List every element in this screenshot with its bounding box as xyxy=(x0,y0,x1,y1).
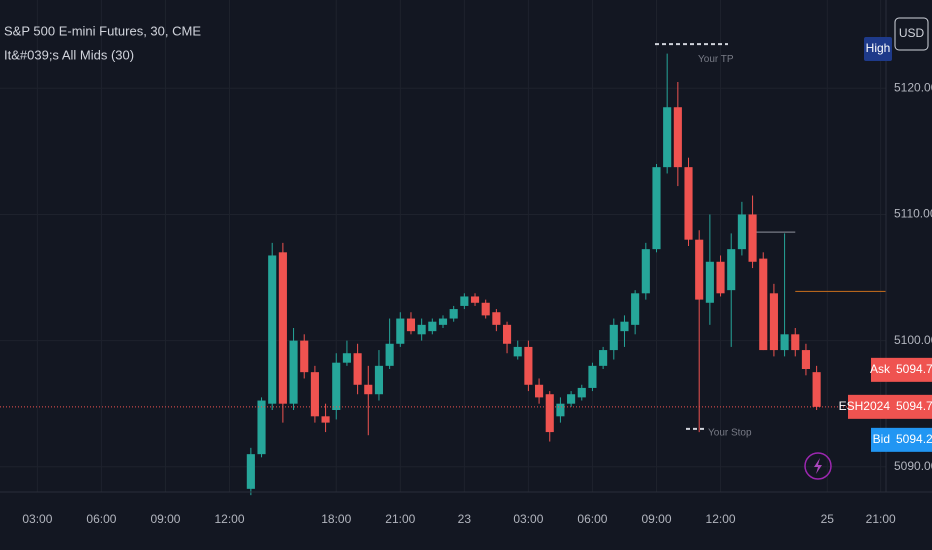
candle-body xyxy=(577,387,586,398)
candle-body xyxy=(716,261,725,294)
candle-body xyxy=(567,394,576,404)
candle-body xyxy=(588,365,597,388)
candle-body xyxy=(641,249,650,294)
price-tag-bg xyxy=(893,357,932,382)
x-tick-label: 03:00 xyxy=(22,512,52,526)
indicator-name: It&#039;s All Mids (30) xyxy=(4,47,134,62)
x-tick-label: 23 xyxy=(458,512,472,526)
x-tick-label: 12:00 xyxy=(214,512,244,526)
x-tick-label: 09:00 xyxy=(150,512,180,526)
alert-bolt[interactable] xyxy=(814,458,822,474)
candle-body xyxy=(246,454,255,489)
x-tick-label: 12:00 xyxy=(706,512,736,526)
candle-body xyxy=(620,321,629,332)
candle-body xyxy=(513,346,522,357)
candle-body xyxy=(801,350,810,369)
candle-body xyxy=(737,214,746,250)
price-tag-name-bg xyxy=(871,427,893,452)
candle-body xyxy=(364,384,373,395)
price-axis-bg xyxy=(886,0,932,550)
candle-body xyxy=(556,403,565,417)
candle-body xyxy=(481,302,490,316)
candle-body xyxy=(695,239,704,300)
annotation-label: Your TP xyxy=(698,54,734,65)
candle-body xyxy=(460,296,469,306)
currency-label[interactable]: USD xyxy=(899,26,925,40)
price-tag-name-bg xyxy=(848,394,893,419)
candle-body xyxy=(759,258,768,351)
candle-body xyxy=(545,394,554,433)
candle-body xyxy=(652,167,661,250)
candle-body xyxy=(502,324,512,344)
candle-body xyxy=(780,334,789,351)
candle-body xyxy=(438,318,448,325)
price-tag-value: 5094.75 xyxy=(896,362,932,376)
x-tick-label: 18:00 xyxy=(321,512,351,526)
x-tick-label: 21:00 xyxy=(866,512,896,526)
candle-body xyxy=(268,255,277,404)
candle-body xyxy=(332,362,341,410)
price-tag-name: Ask xyxy=(870,362,891,376)
candle-body xyxy=(321,416,330,423)
candle-body xyxy=(609,324,618,351)
plot-area: Your TP Your Stop xyxy=(0,0,886,496)
candle-body xyxy=(374,365,384,395)
candle-body xyxy=(769,293,778,351)
candle-body xyxy=(428,321,437,332)
candle-body xyxy=(748,214,757,262)
candle-body xyxy=(396,318,405,344)
price-tag-name: Bid xyxy=(873,432,890,446)
candle-body xyxy=(353,353,362,385)
candle-body xyxy=(705,261,714,303)
candle-body xyxy=(663,107,672,168)
candle-body xyxy=(535,384,544,398)
candle-body xyxy=(599,350,608,366)
candle-body xyxy=(310,372,319,417)
candle-body xyxy=(524,346,533,385)
price-tag-bg xyxy=(893,427,932,452)
candle-body xyxy=(470,296,480,303)
candle-body xyxy=(684,167,693,240)
candle-body xyxy=(289,340,298,404)
y-tick-label: 5120.00 xyxy=(894,80,932,94)
candle-body xyxy=(727,249,736,291)
high-badge xyxy=(864,37,892,61)
y-tick-label: 5090.00 xyxy=(894,459,932,473)
price-tag-value: 5094.25 xyxy=(896,432,932,446)
currency-button[interactable] xyxy=(894,17,929,51)
price-tag-bg xyxy=(893,394,932,419)
x-tick-label: 03:00 xyxy=(513,512,543,526)
candle-body xyxy=(673,107,682,168)
x-tick-label: 06:00 xyxy=(86,512,116,526)
y-tick-label: 5100.00 xyxy=(894,333,932,347)
high-badge-label: High xyxy=(866,41,891,55)
alert-icon[interactable] xyxy=(804,452,832,480)
price-tag-name: ESH2024 xyxy=(839,399,891,413)
candle-body xyxy=(492,312,501,325)
chart-title: S&P 500 E-mini Futures, 30, CME xyxy=(4,23,201,38)
candle-body xyxy=(812,372,821,407)
candle-body xyxy=(385,343,394,366)
x-tick-label: 06:00 xyxy=(577,512,607,526)
x-tick-label: 09:00 xyxy=(641,512,671,526)
candle-body xyxy=(417,324,426,335)
candle-body xyxy=(406,318,416,332)
candle-body xyxy=(342,353,351,363)
price-axis: 5090.00 5100.00 5110.00 5120.00 xyxy=(894,80,932,472)
candle-body xyxy=(631,293,640,325)
candle-body xyxy=(300,340,309,373)
price-tag-value: 5094.75 xyxy=(896,399,932,413)
candle-body xyxy=(791,334,800,351)
candle-body xyxy=(449,309,458,319)
price-tag-name-bg xyxy=(871,357,893,382)
candle-body xyxy=(278,252,287,404)
annotation-label: Your Stop xyxy=(708,428,752,439)
x-tick-label: 21:00 xyxy=(385,512,415,526)
y-tick-label: 5110.00 xyxy=(894,207,932,221)
candle-body xyxy=(257,400,266,455)
x-tick-label: 25 xyxy=(821,512,835,526)
